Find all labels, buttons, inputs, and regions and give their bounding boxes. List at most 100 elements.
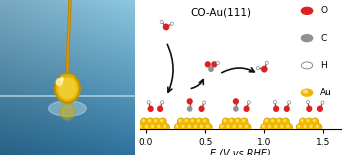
Circle shape xyxy=(321,101,324,104)
Circle shape xyxy=(60,103,75,120)
Circle shape xyxy=(312,118,318,125)
Circle shape xyxy=(138,124,145,131)
Circle shape xyxy=(187,124,194,131)
Circle shape xyxy=(264,118,271,125)
Circle shape xyxy=(160,119,166,125)
Circle shape xyxy=(62,105,73,118)
Circle shape xyxy=(191,120,193,122)
Circle shape xyxy=(207,125,209,127)
Circle shape xyxy=(199,124,206,131)
Circle shape xyxy=(147,101,150,104)
Circle shape xyxy=(147,118,154,125)
Circle shape xyxy=(141,118,148,125)
Circle shape xyxy=(284,120,286,122)
Circle shape xyxy=(184,119,190,125)
Circle shape xyxy=(307,120,309,122)
Circle shape xyxy=(160,20,163,24)
Circle shape xyxy=(193,124,199,131)
Circle shape xyxy=(203,101,206,104)
Circle shape xyxy=(181,124,187,131)
Circle shape xyxy=(287,125,289,127)
Circle shape xyxy=(296,124,303,131)
Circle shape xyxy=(232,124,238,131)
Circle shape xyxy=(304,90,308,93)
Circle shape xyxy=(190,119,196,125)
Circle shape xyxy=(317,106,322,111)
Circle shape xyxy=(176,125,178,127)
Circle shape xyxy=(273,100,276,104)
Circle shape xyxy=(141,119,147,125)
Circle shape xyxy=(144,124,150,131)
Circle shape xyxy=(223,118,229,125)
Circle shape xyxy=(233,125,235,127)
Circle shape xyxy=(170,22,173,25)
Circle shape xyxy=(156,124,163,131)
Circle shape xyxy=(219,124,226,131)
Circle shape xyxy=(61,78,63,81)
Circle shape xyxy=(272,120,273,122)
Circle shape xyxy=(226,124,232,131)
Circle shape xyxy=(267,124,274,131)
Circle shape xyxy=(145,124,150,131)
Circle shape xyxy=(212,62,217,67)
Circle shape xyxy=(164,125,166,127)
Circle shape xyxy=(190,118,197,125)
Circle shape xyxy=(187,124,193,131)
Circle shape xyxy=(138,124,144,131)
Circle shape xyxy=(187,99,192,104)
Circle shape xyxy=(147,119,153,125)
Circle shape xyxy=(288,101,290,104)
Circle shape xyxy=(247,101,250,104)
Circle shape xyxy=(239,125,241,127)
Circle shape xyxy=(276,118,283,125)
Circle shape xyxy=(283,119,289,125)
Text: Au: Au xyxy=(320,88,332,97)
Circle shape xyxy=(201,125,202,127)
Circle shape xyxy=(57,76,78,101)
Circle shape xyxy=(185,120,187,122)
X-axis label: E (V vs RHE): E (V vs RHE) xyxy=(210,149,271,155)
Circle shape xyxy=(279,124,286,131)
Circle shape xyxy=(161,101,163,104)
Circle shape xyxy=(262,66,267,72)
Circle shape xyxy=(159,118,166,125)
Circle shape xyxy=(162,124,169,131)
Circle shape xyxy=(241,119,247,125)
Circle shape xyxy=(238,124,244,131)
Circle shape xyxy=(206,124,211,131)
Circle shape xyxy=(256,66,259,70)
Circle shape xyxy=(281,125,283,127)
Circle shape xyxy=(146,125,147,127)
Circle shape xyxy=(275,125,276,127)
Circle shape xyxy=(307,100,309,104)
Circle shape xyxy=(278,120,280,122)
Ellipse shape xyxy=(59,74,76,79)
Circle shape xyxy=(196,119,202,125)
Circle shape xyxy=(238,124,245,131)
Circle shape xyxy=(175,124,181,131)
Circle shape xyxy=(150,124,156,131)
Ellipse shape xyxy=(61,75,74,79)
Circle shape xyxy=(301,120,303,122)
Circle shape xyxy=(303,124,309,131)
Circle shape xyxy=(178,119,184,125)
Circle shape xyxy=(148,106,153,111)
Circle shape xyxy=(234,107,238,111)
Circle shape xyxy=(150,124,157,131)
Circle shape xyxy=(244,106,249,111)
Circle shape xyxy=(216,61,219,65)
Circle shape xyxy=(262,125,264,127)
Circle shape xyxy=(179,120,181,122)
Circle shape xyxy=(307,106,312,111)
Circle shape xyxy=(223,119,229,125)
Circle shape xyxy=(265,61,268,64)
Circle shape xyxy=(153,118,160,125)
Circle shape xyxy=(277,119,282,125)
Circle shape xyxy=(246,125,247,127)
Circle shape xyxy=(316,125,318,127)
Circle shape xyxy=(235,119,241,125)
Circle shape xyxy=(301,35,313,42)
Circle shape xyxy=(306,119,312,125)
Circle shape xyxy=(266,120,267,122)
Circle shape xyxy=(236,120,238,122)
